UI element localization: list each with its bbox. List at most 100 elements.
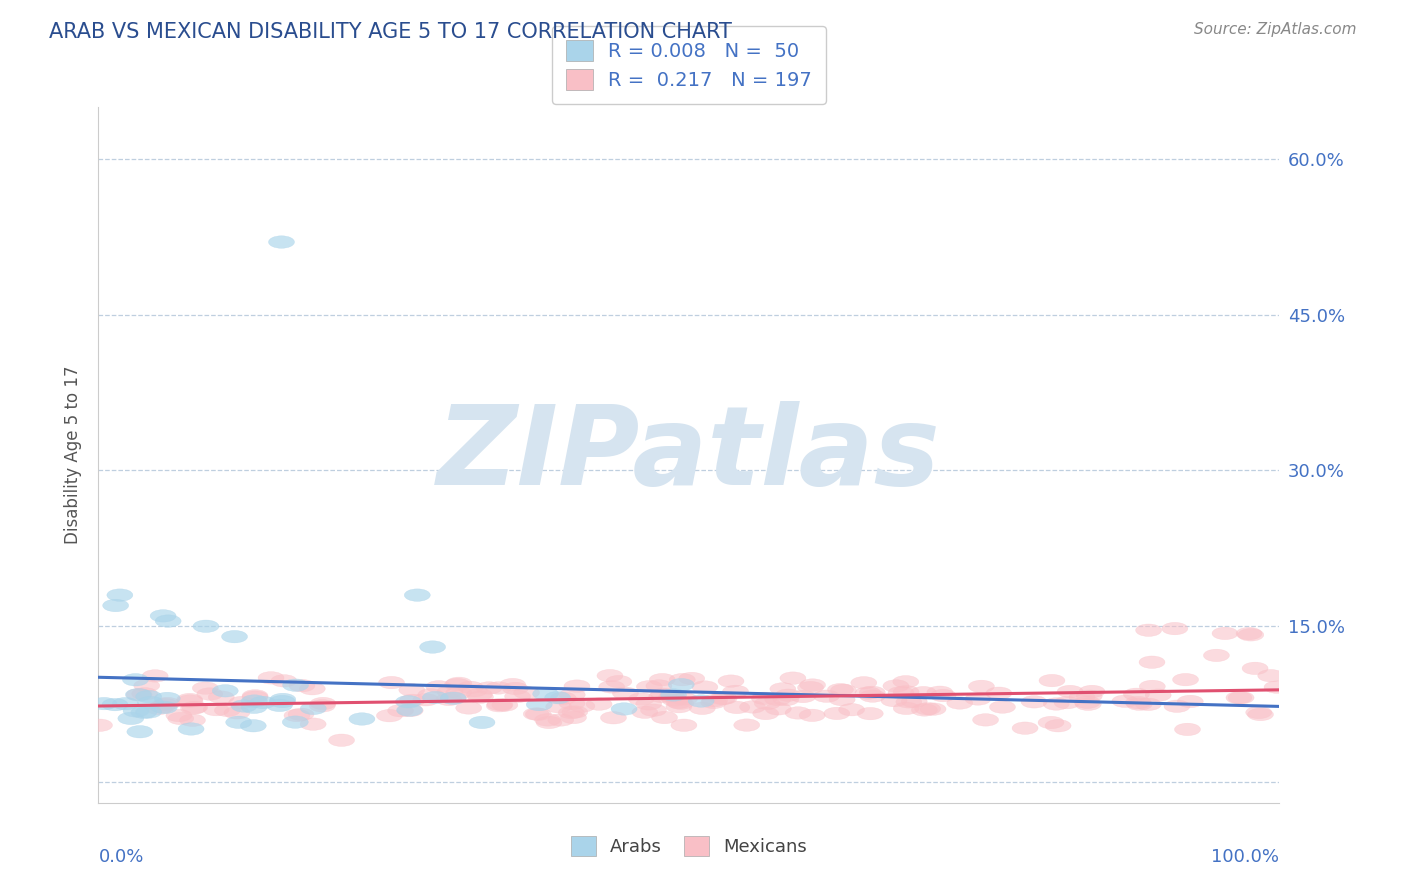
Ellipse shape xyxy=(920,703,946,715)
Ellipse shape xyxy=(931,690,956,702)
Ellipse shape xyxy=(502,682,529,695)
Ellipse shape xyxy=(486,698,513,711)
Ellipse shape xyxy=(600,712,627,724)
Ellipse shape xyxy=(1043,698,1070,710)
Ellipse shape xyxy=(773,693,799,706)
Ellipse shape xyxy=(152,701,177,714)
Ellipse shape xyxy=(740,701,765,714)
Ellipse shape xyxy=(564,680,591,692)
Ellipse shape xyxy=(1139,681,1166,693)
Ellipse shape xyxy=(536,716,562,729)
Ellipse shape xyxy=(544,691,571,704)
Ellipse shape xyxy=(1057,685,1083,698)
Ellipse shape xyxy=(523,707,550,720)
Ellipse shape xyxy=(641,704,666,716)
Ellipse shape xyxy=(526,698,553,711)
Ellipse shape xyxy=(181,701,208,714)
Ellipse shape xyxy=(222,631,247,643)
Ellipse shape xyxy=(790,690,815,703)
Ellipse shape xyxy=(1144,689,1171,701)
Ellipse shape xyxy=(197,688,222,700)
Ellipse shape xyxy=(311,698,336,710)
Ellipse shape xyxy=(485,681,512,694)
Ellipse shape xyxy=(301,702,326,714)
Ellipse shape xyxy=(155,692,180,705)
Ellipse shape xyxy=(1076,698,1101,711)
Ellipse shape xyxy=(142,670,169,682)
Ellipse shape xyxy=(267,699,292,712)
Ellipse shape xyxy=(426,681,451,693)
Ellipse shape xyxy=(250,697,276,708)
Ellipse shape xyxy=(122,673,149,686)
Ellipse shape xyxy=(456,702,482,714)
Ellipse shape xyxy=(135,690,162,703)
Ellipse shape xyxy=(666,696,692,708)
Ellipse shape xyxy=(1045,720,1071,732)
Ellipse shape xyxy=(668,697,693,709)
Ellipse shape xyxy=(418,689,444,701)
Ellipse shape xyxy=(1139,656,1166,668)
Ellipse shape xyxy=(146,702,172,714)
Ellipse shape xyxy=(440,692,467,705)
Ellipse shape xyxy=(1264,681,1291,693)
Ellipse shape xyxy=(561,711,586,723)
Ellipse shape xyxy=(177,695,202,707)
Ellipse shape xyxy=(893,702,920,714)
Ellipse shape xyxy=(177,693,202,706)
Ellipse shape xyxy=(893,686,920,698)
Ellipse shape xyxy=(533,688,558,700)
Ellipse shape xyxy=(586,698,612,710)
Ellipse shape xyxy=(132,688,157,700)
Ellipse shape xyxy=(422,691,449,704)
Y-axis label: Disability Age 5 to 17: Disability Age 5 to 17 xyxy=(65,366,83,544)
Ellipse shape xyxy=(546,700,572,713)
Ellipse shape xyxy=(636,698,662,710)
Ellipse shape xyxy=(505,690,530,703)
Ellipse shape xyxy=(486,699,512,712)
Ellipse shape xyxy=(569,700,595,713)
Ellipse shape xyxy=(399,683,425,696)
Ellipse shape xyxy=(242,690,269,702)
Ellipse shape xyxy=(290,680,315,692)
Ellipse shape xyxy=(413,693,439,706)
Ellipse shape xyxy=(288,708,314,721)
Ellipse shape xyxy=(965,693,991,706)
Ellipse shape xyxy=(855,687,882,699)
Ellipse shape xyxy=(915,703,941,715)
Ellipse shape xyxy=(1177,695,1204,707)
Ellipse shape xyxy=(1258,670,1284,681)
Ellipse shape xyxy=(1246,706,1271,719)
Ellipse shape xyxy=(814,690,839,702)
Ellipse shape xyxy=(859,686,886,698)
Ellipse shape xyxy=(662,694,688,706)
Ellipse shape xyxy=(1012,722,1038,734)
Ellipse shape xyxy=(150,609,176,622)
Ellipse shape xyxy=(405,589,430,601)
Ellipse shape xyxy=(167,712,194,724)
Ellipse shape xyxy=(711,692,737,705)
Ellipse shape xyxy=(1021,696,1047,708)
Ellipse shape xyxy=(131,706,157,719)
Ellipse shape xyxy=(799,709,825,722)
Ellipse shape xyxy=(240,701,267,714)
Ellipse shape xyxy=(606,675,631,688)
Ellipse shape xyxy=(858,707,883,720)
Ellipse shape xyxy=(562,706,588,718)
Ellipse shape xyxy=(612,703,637,715)
Ellipse shape xyxy=(477,681,502,694)
Ellipse shape xyxy=(651,688,676,700)
Ellipse shape xyxy=(492,698,517,711)
Ellipse shape xyxy=(1227,691,1254,704)
Ellipse shape xyxy=(718,675,744,688)
Ellipse shape xyxy=(103,599,129,612)
Ellipse shape xyxy=(112,698,138,710)
Ellipse shape xyxy=(1076,690,1102,703)
Ellipse shape xyxy=(193,620,219,632)
Text: ARAB VS MEXICAN DISABILITY AGE 5 TO 17 CORRELATION CHART: ARAB VS MEXICAN DISABILITY AGE 5 TO 17 C… xyxy=(49,22,733,42)
Ellipse shape xyxy=(1112,695,1137,707)
Ellipse shape xyxy=(859,690,886,702)
Text: ZIPatlas: ZIPatlas xyxy=(437,401,941,508)
Ellipse shape xyxy=(851,676,877,689)
Ellipse shape xyxy=(499,678,526,690)
Ellipse shape xyxy=(1241,662,1268,674)
